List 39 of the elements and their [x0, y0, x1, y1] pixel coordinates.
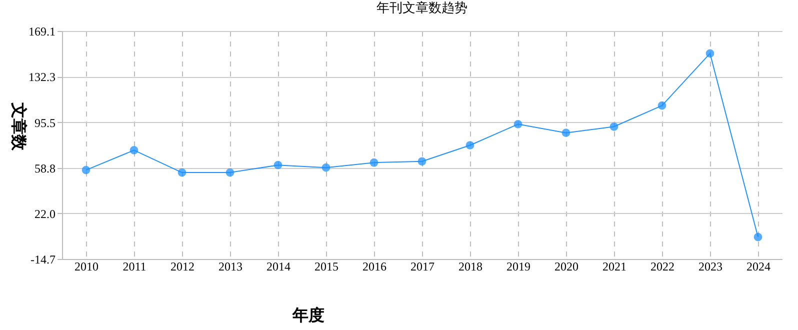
- point: [274, 160, 282, 170]
- y-axis-title: 文章数: [10, 102, 28, 152]
- point: [226, 168, 234, 177]
- x-tick-label: 2017: [410, 260, 434, 274]
- point: [754, 232, 762, 242]
- y-tick-label: 169.1: [28, 24, 56, 38]
- x-tick-label: 2018: [458, 260, 482, 274]
- x-tick-label: 2019: [506, 260, 530, 274]
- y-tick-label: 132.3: [28, 70, 56, 84]
- y-tick-label: 22.0: [34, 206, 56, 221]
- point: [178, 168, 186, 177]
- x-axis-title: 年度: [292, 306, 324, 324]
- x-tick-label: 2012: [170, 260, 194, 274]
- x-tick-label: 2024: [746, 260, 770, 274]
- point: [370, 158, 378, 167]
- x-tick-label: 2015: [314, 260, 338, 274]
- x-tick-label: 2022: [650, 260, 674, 274]
- y-tick-label: 58.8: [34, 161, 56, 176]
- x-tick-label: 2020: [554, 260, 578, 274]
- point: [514, 120, 522, 128]
- x-tick-label: 2014: [266, 260, 290, 274]
- x-tick-label: 2021: [602, 260, 626, 274]
- point: [130, 146, 138, 154]
- x-tick-label: 2010: [74, 260, 98, 274]
- point: [562, 128, 570, 138]
- point: [706, 49, 714, 58]
- chart-title: 年刊文章数趋势: [376, 0, 468, 15]
- x-tick-label: 2011: [122, 260, 146, 274]
- point: [322, 163, 330, 172]
- point: [466, 141, 474, 150]
- point: [418, 157, 426, 166]
- x-tick-label: 2013: [218, 260, 242, 274]
- point: [658, 101, 666, 110]
- point: [82, 166, 90, 174]
- x-tick-label: 2023: [698, 260, 722, 274]
- y-tick-label: 95.5: [34, 116, 56, 130]
- point: [610, 122, 618, 131]
- x-tick-label: 2016: [362, 260, 386, 274]
- y-tick-label: -14.7: [30, 252, 56, 266]
